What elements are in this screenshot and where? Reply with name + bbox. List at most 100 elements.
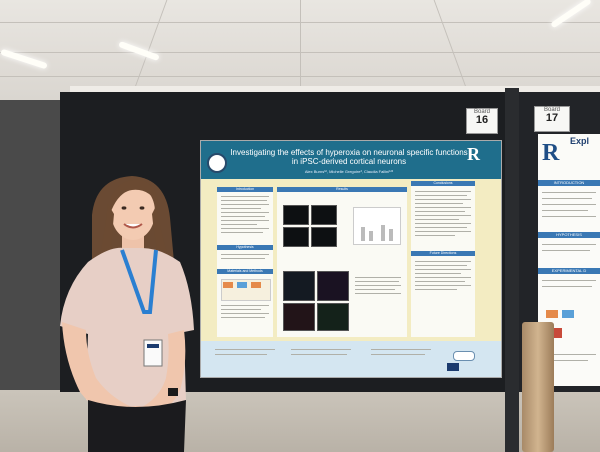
text-line [215,354,267,355]
microscopy-image [317,271,349,301]
text-line [415,203,463,204]
poster-column-right: Conclusions Future Directions [411,181,475,337]
microscopy-image [283,303,315,331]
text-line [415,219,459,220]
text-line [415,195,467,196]
booth-card-label: Board [473,109,490,115]
text-line [415,235,455,236]
text-line [221,258,265,259]
board-post [505,88,519,452]
text-line [415,211,465,212]
text-line [215,349,275,350]
presenter-pants [88,400,186,452]
booth-number-card-16: Board 16 [466,108,498,134]
neighbor-section-header: EXPERIMENTAL D [538,268,600,274]
text-line [221,309,261,310]
neighbor-section-header: INTRODUCTION [538,180,600,186]
text-line [221,200,267,201]
presenter-blouse [60,247,194,407]
poster-footer [201,341,501,377]
microscopy-image [283,205,309,225]
presenter-arm-right [62,322,134,420]
presenter-hair-left [98,204,114,262]
diagram-block [223,282,233,288]
graph-bar [369,231,373,241]
lanyard [120,249,158,314]
microscopy-image [311,205,337,225]
presenter-eye [121,206,127,210]
poster-title: Investigating the effects of hyperoxia o… [230,148,468,166]
poster-title-bar: Investigating the effects of hyperoxia o… [201,141,501,179]
text-line [542,198,592,199]
booth-number: 16 [475,114,489,126]
poster-column-left: Introduction Hypothesis Materials and Me… [217,187,273,337]
presenter-hair-right [152,206,170,262]
text-line [415,231,471,232]
text-line [371,354,425,355]
name-badge [143,339,163,367]
text-line [415,285,471,286]
graph-bar [361,227,365,241]
graph-bar [389,229,393,241]
neighbor-diagram-block [546,310,558,318]
text-line [542,360,588,361]
poster-column-middle: Results [277,187,407,337]
text-line [542,210,588,211]
text-line [415,207,471,208]
text-line [415,265,467,266]
poster-tube [522,322,554,452]
text-line [542,204,596,205]
text-line [291,354,347,355]
text-line [221,216,265,217]
presenter-hair-front [110,179,158,214]
text-line [415,215,471,216]
text-line [542,244,596,245]
text-line [415,277,471,278]
text-line [221,220,269,221]
text-line [355,289,395,290]
text-line [415,191,471,192]
text-line [221,228,269,229]
graph-bar [381,225,385,241]
text-line [542,286,592,287]
text-line [221,224,257,225]
neighbor-section-header: HYPOTHESIS [538,232,600,238]
research-poster: Investigating the effects of hyperoxia o… [200,140,502,378]
section-header: Introduction [217,187,273,192]
poster-authors: Alex Burns¹², Michelle Gregoire³, Claudi… [304,169,394,174]
text-line [542,192,596,193]
neighbor-logo-icon: R [542,140,560,166]
section-header: Hypothesis [217,245,273,250]
neighbor-diagram-block [548,328,562,338]
text-line [415,273,461,274]
text-line [221,204,269,205]
booth-number: 17 [545,112,559,124]
section-header: Future Directions [411,251,475,256]
text-line [415,281,465,282]
presenter-eye [139,206,145,210]
sponsor-logo-icon [447,363,459,371]
text-line [355,281,399,282]
text-line [542,250,590,251]
text-line [415,223,471,224]
text-line [542,354,596,355]
text-line [355,293,401,294]
sponsor-logo-icon [453,351,475,361]
neighbor-poster-title: Expl [570,136,590,146]
microscopy-image [311,227,337,247]
text-line [291,349,351,350]
microscopy-image [283,227,309,247]
text-line [415,261,471,262]
diagram-block [237,282,247,288]
ceiling-grid-line [300,0,301,90]
presenter-arm-left [140,330,186,420]
text-line [221,212,269,213]
university-seal-icon [207,153,227,173]
text-line [415,199,471,200]
text-line [221,232,263,233]
text-line [221,196,269,197]
text-line [355,285,401,286]
microscopy-image [283,271,315,301]
name-badge-logo-icon [147,344,159,348]
presenter-smile [123,223,143,229]
